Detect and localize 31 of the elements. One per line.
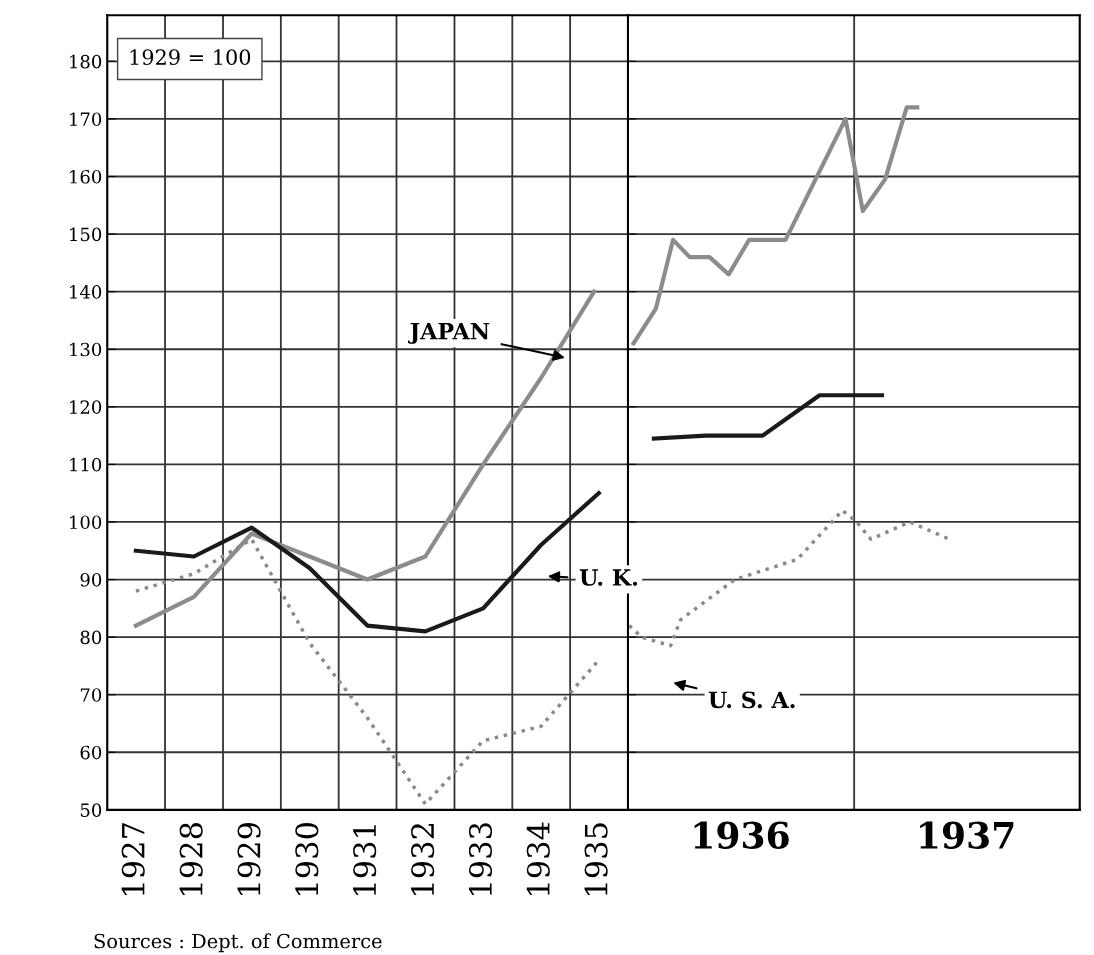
y-tick-label: 60 <box>80 745 102 760</box>
y-tick-label: 150 <box>70 227 102 242</box>
y-tick-label: 90 <box>80 572 102 587</box>
x-tick-label: 1933 <box>468 823 493 895</box>
x-tick-label: 1934 <box>526 822 550 895</box>
x-tick-label: 1936 <box>694 821 789 849</box>
y-tick-label: 160 <box>70 169 102 184</box>
annotation: U. K. <box>579 569 638 586</box>
x-tick-label: 1928 <box>179 823 203 895</box>
x-tick-label: 1935 <box>584 823 608 895</box>
y-tick-label: 130 <box>70 342 102 357</box>
y-tick-label: 120 <box>70 400 102 414</box>
x-tick-label: 1927 <box>121 823 145 895</box>
y-tick-label: 180 <box>70 54 102 69</box>
line-series <box>133 491 601 634</box>
y-tick-label: 170 <box>70 112 102 127</box>
x-tick-label: 1932 <box>411 823 435 895</box>
y-tick-label: 110 <box>70 457 102 472</box>
y-tick-label: 140 <box>70 285 102 299</box>
annotation: 1929 = 100 <box>130 49 251 66</box>
x-tick-label: 1929 <box>237 823 261 895</box>
y-tick-label: 70 <box>80 688 102 702</box>
y-tick-label: 80 <box>80 630 102 645</box>
x-tick-label: 1937 <box>920 821 1014 849</box>
x-tick-label: 1930 <box>295 822 319 895</box>
x-tick-label: 1931 <box>353 825 377 895</box>
annotation: U. S. A. <box>708 691 795 709</box>
source-note: Sources : Dept. of Commerce <box>94 933 382 953</box>
y-tick-label: 100 <box>70 515 102 530</box>
annotation: JAPAN <box>408 323 490 344</box>
y-tick-label: 50 <box>80 803 102 817</box>
